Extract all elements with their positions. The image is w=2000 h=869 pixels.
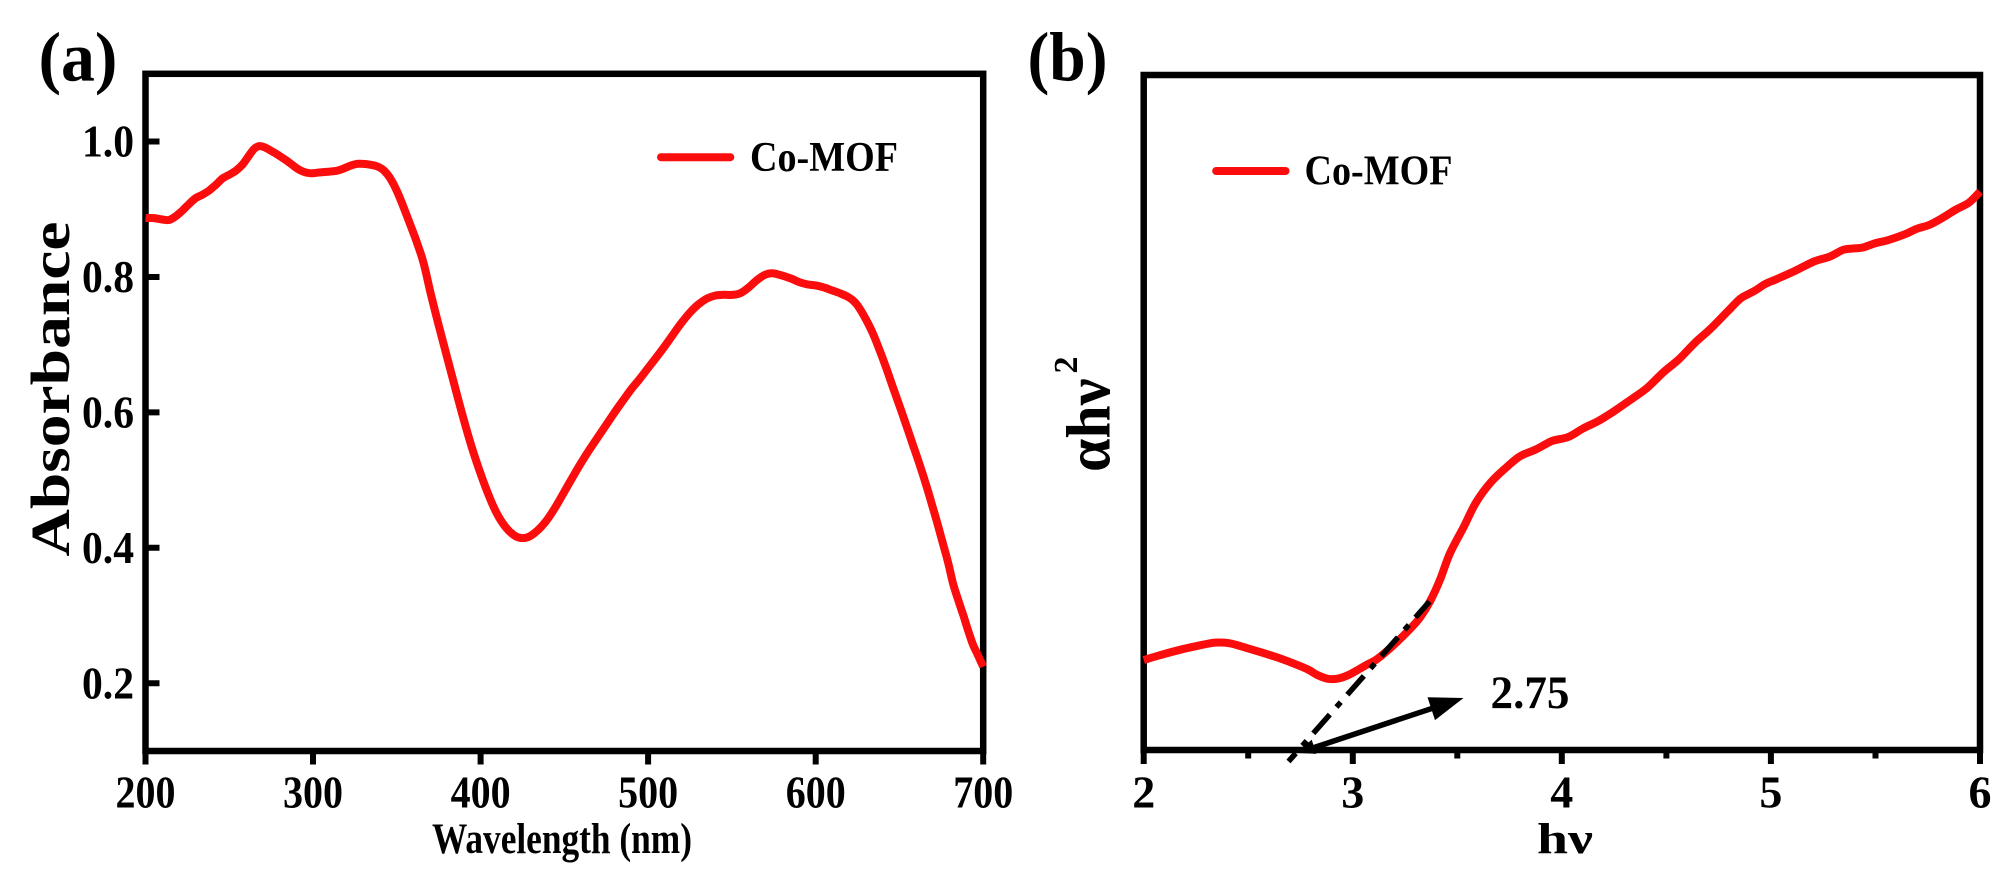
svg-text:Co-MOF: Co-MOF	[750, 135, 898, 181]
svg-text:200: 200	[116, 767, 176, 818]
svg-text:0.4: 0.4	[82, 522, 134, 573]
svg-text:2: 2	[1048, 357, 1085, 374]
svg-text:αhν: αhν	[1056, 379, 1124, 473]
svg-text:4: 4	[1550, 767, 1573, 818]
svg-text:0.6: 0.6	[82, 386, 134, 437]
svg-text:2.75: 2.75	[1491, 667, 1570, 719]
svg-text:(b): (b)	[1028, 20, 1108, 97]
svg-text:300: 300	[283, 767, 343, 818]
svg-text:5: 5	[1759, 767, 1782, 818]
svg-text:Wavelength (nm): Wavelength (nm)	[432, 816, 692, 863]
svg-text:6: 6	[1969, 767, 1992, 818]
svg-text:600: 600	[786, 767, 846, 818]
svg-text:0.2: 0.2	[82, 657, 134, 708]
svg-text:(a): (a)	[39, 20, 118, 97]
svg-text:700: 700	[953, 767, 1013, 818]
svg-text:hν: hν	[1537, 816, 1593, 863]
svg-text:1.0: 1.0	[82, 116, 134, 167]
svg-text:Co-MOF: Co-MOF	[1305, 149, 1453, 195]
svg-text:500: 500	[618, 767, 678, 818]
svg-text:0.8: 0.8	[82, 251, 134, 302]
svg-text:Absorbance: Absorbance	[20, 222, 81, 557]
svg-text:2: 2	[1132, 767, 1155, 818]
svg-text:400: 400	[451, 767, 511, 818]
svg-text:3: 3	[1341, 767, 1364, 818]
